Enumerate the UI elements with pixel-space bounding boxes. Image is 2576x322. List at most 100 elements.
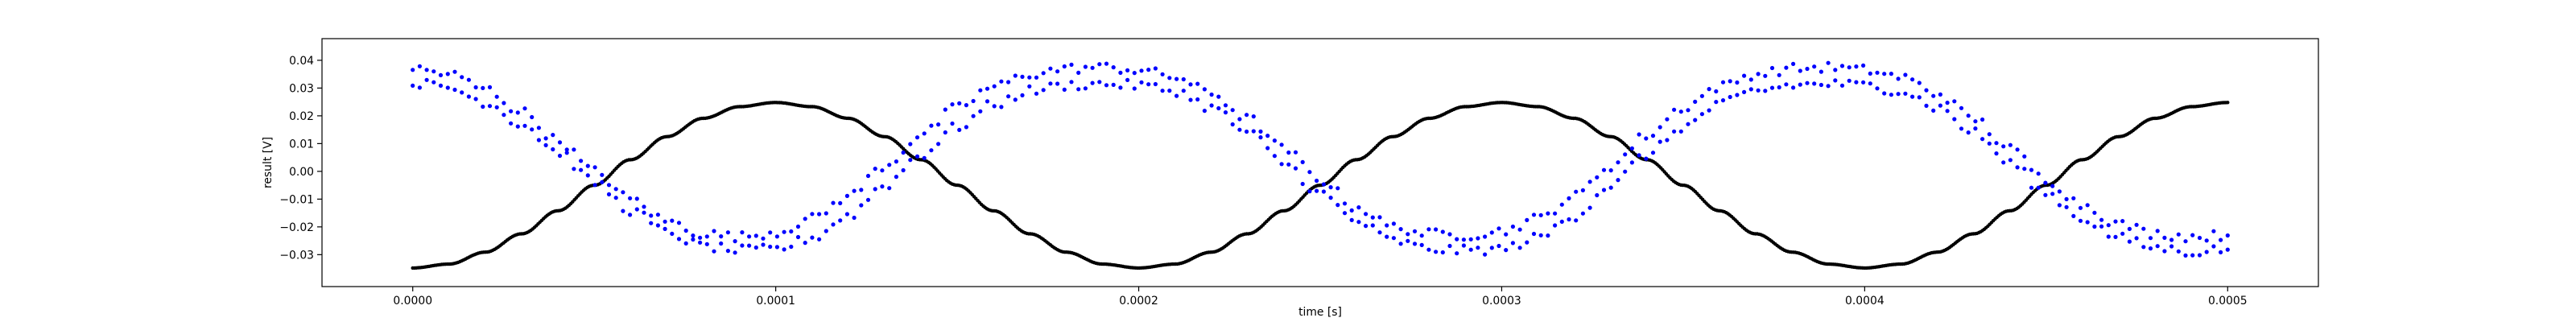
series-2 xyxy=(411,77,2230,258)
data-point xyxy=(1027,75,1032,80)
data-point xyxy=(1468,247,1473,252)
data-point xyxy=(592,165,597,170)
data-point xyxy=(831,200,836,205)
data-point xyxy=(2155,244,2160,249)
data-point xyxy=(1391,221,1396,226)
data-point xyxy=(1510,224,1515,229)
data-point xyxy=(810,235,815,240)
data-point xyxy=(1784,65,1789,70)
data-point xyxy=(873,187,877,192)
data-point xyxy=(1980,117,1985,122)
data-point xyxy=(838,218,843,223)
data-point xyxy=(2127,239,2132,244)
data-point xyxy=(1146,82,1151,87)
data-point xyxy=(1735,80,1740,85)
data-point xyxy=(1412,242,1418,246)
data-point xyxy=(733,250,737,255)
data-point xyxy=(1945,109,1950,114)
data-point xyxy=(1833,78,1838,83)
data-point xyxy=(1258,129,1263,134)
data-point xyxy=(1644,136,1649,141)
data-point xyxy=(1707,108,1711,113)
data-point xyxy=(1826,84,1831,89)
data-point xyxy=(1307,170,1312,175)
data-point xyxy=(1321,182,1326,187)
data-point xyxy=(753,245,758,250)
data-point xyxy=(1132,86,1137,91)
data-point xyxy=(1567,196,1571,200)
data-point xyxy=(509,109,514,114)
data-point xyxy=(789,229,794,234)
data-point xyxy=(543,136,548,141)
data-point xyxy=(929,148,934,153)
data-point xyxy=(1756,88,1761,93)
data-point xyxy=(1735,93,1740,97)
data-point xyxy=(1699,112,1704,117)
data-point xyxy=(844,212,849,217)
data-point xyxy=(1209,103,1214,108)
data-point xyxy=(865,197,871,202)
data-point xyxy=(628,196,633,200)
data-point xyxy=(922,131,927,136)
data-point xyxy=(768,230,773,235)
data-point xyxy=(1531,231,1537,237)
data-point xyxy=(411,83,415,88)
data-point xyxy=(795,234,801,240)
data-point xyxy=(894,175,898,180)
data-point xyxy=(978,88,983,93)
data-point xyxy=(978,109,983,114)
data-point xyxy=(1707,87,1711,92)
data-point xyxy=(473,97,478,101)
data-point xyxy=(1062,64,1067,69)
data-point xyxy=(487,85,493,89)
data-point xyxy=(1553,211,1558,216)
data-point xyxy=(901,167,906,173)
data-point xyxy=(530,127,535,132)
data-point xyxy=(1559,219,1564,224)
data-point xyxy=(2197,235,2202,241)
data-point xyxy=(865,173,871,179)
data-point xyxy=(725,230,731,235)
data-point xyxy=(1286,150,1291,155)
data-point xyxy=(1237,127,1242,132)
data-point xyxy=(733,239,737,244)
data-point xyxy=(2113,219,2118,224)
data-point xyxy=(1398,227,1403,232)
data-point xyxy=(551,147,555,152)
data-point xyxy=(2015,147,2020,152)
data-point xyxy=(676,221,682,225)
x-tick-label: 0.0000 xyxy=(393,295,432,308)
data-point xyxy=(2190,233,2195,237)
data-point xyxy=(943,107,947,112)
data-point xyxy=(417,85,423,90)
data-point xyxy=(1153,81,1158,87)
data-point xyxy=(1546,211,1550,216)
data-point xyxy=(1489,230,1494,235)
data-point xyxy=(817,212,822,217)
data-point xyxy=(1574,189,1579,194)
data-point xyxy=(1223,110,1228,115)
y-tick-label: 0.03 xyxy=(289,82,314,95)
data-point xyxy=(2092,224,2097,229)
data-point xyxy=(1748,77,1753,82)
data-point xyxy=(929,123,934,128)
data-point xyxy=(1657,139,1662,144)
data-point xyxy=(1139,68,1144,73)
data-point xyxy=(1097,80,1102,85)
data-point xyxy=(1328,185,1333,190)
data-point xyxy=(1377,215,1382,220)
data-point xyxy=(2106,234,2111,239)
data-point xyxy=(621,190,625,195)
data-point xyxy=(1510,241,1515,246)
data-point xyxy=(1146,68,1151,72)
data-point xyxy=(613,187,618,192)
data-point xyxy=(999,105,1004,109)
data-point xyxy=(894,159,898,164)
data-point xyxy=(1230,108,1235,113)
data-point xyxy=(1784,82,1789,87)
data-point xyxy=(1251,129,1256,134)
data-point xyxy=(551,133,555,138)
data-point xyxy=(1349,217,1354,222)
